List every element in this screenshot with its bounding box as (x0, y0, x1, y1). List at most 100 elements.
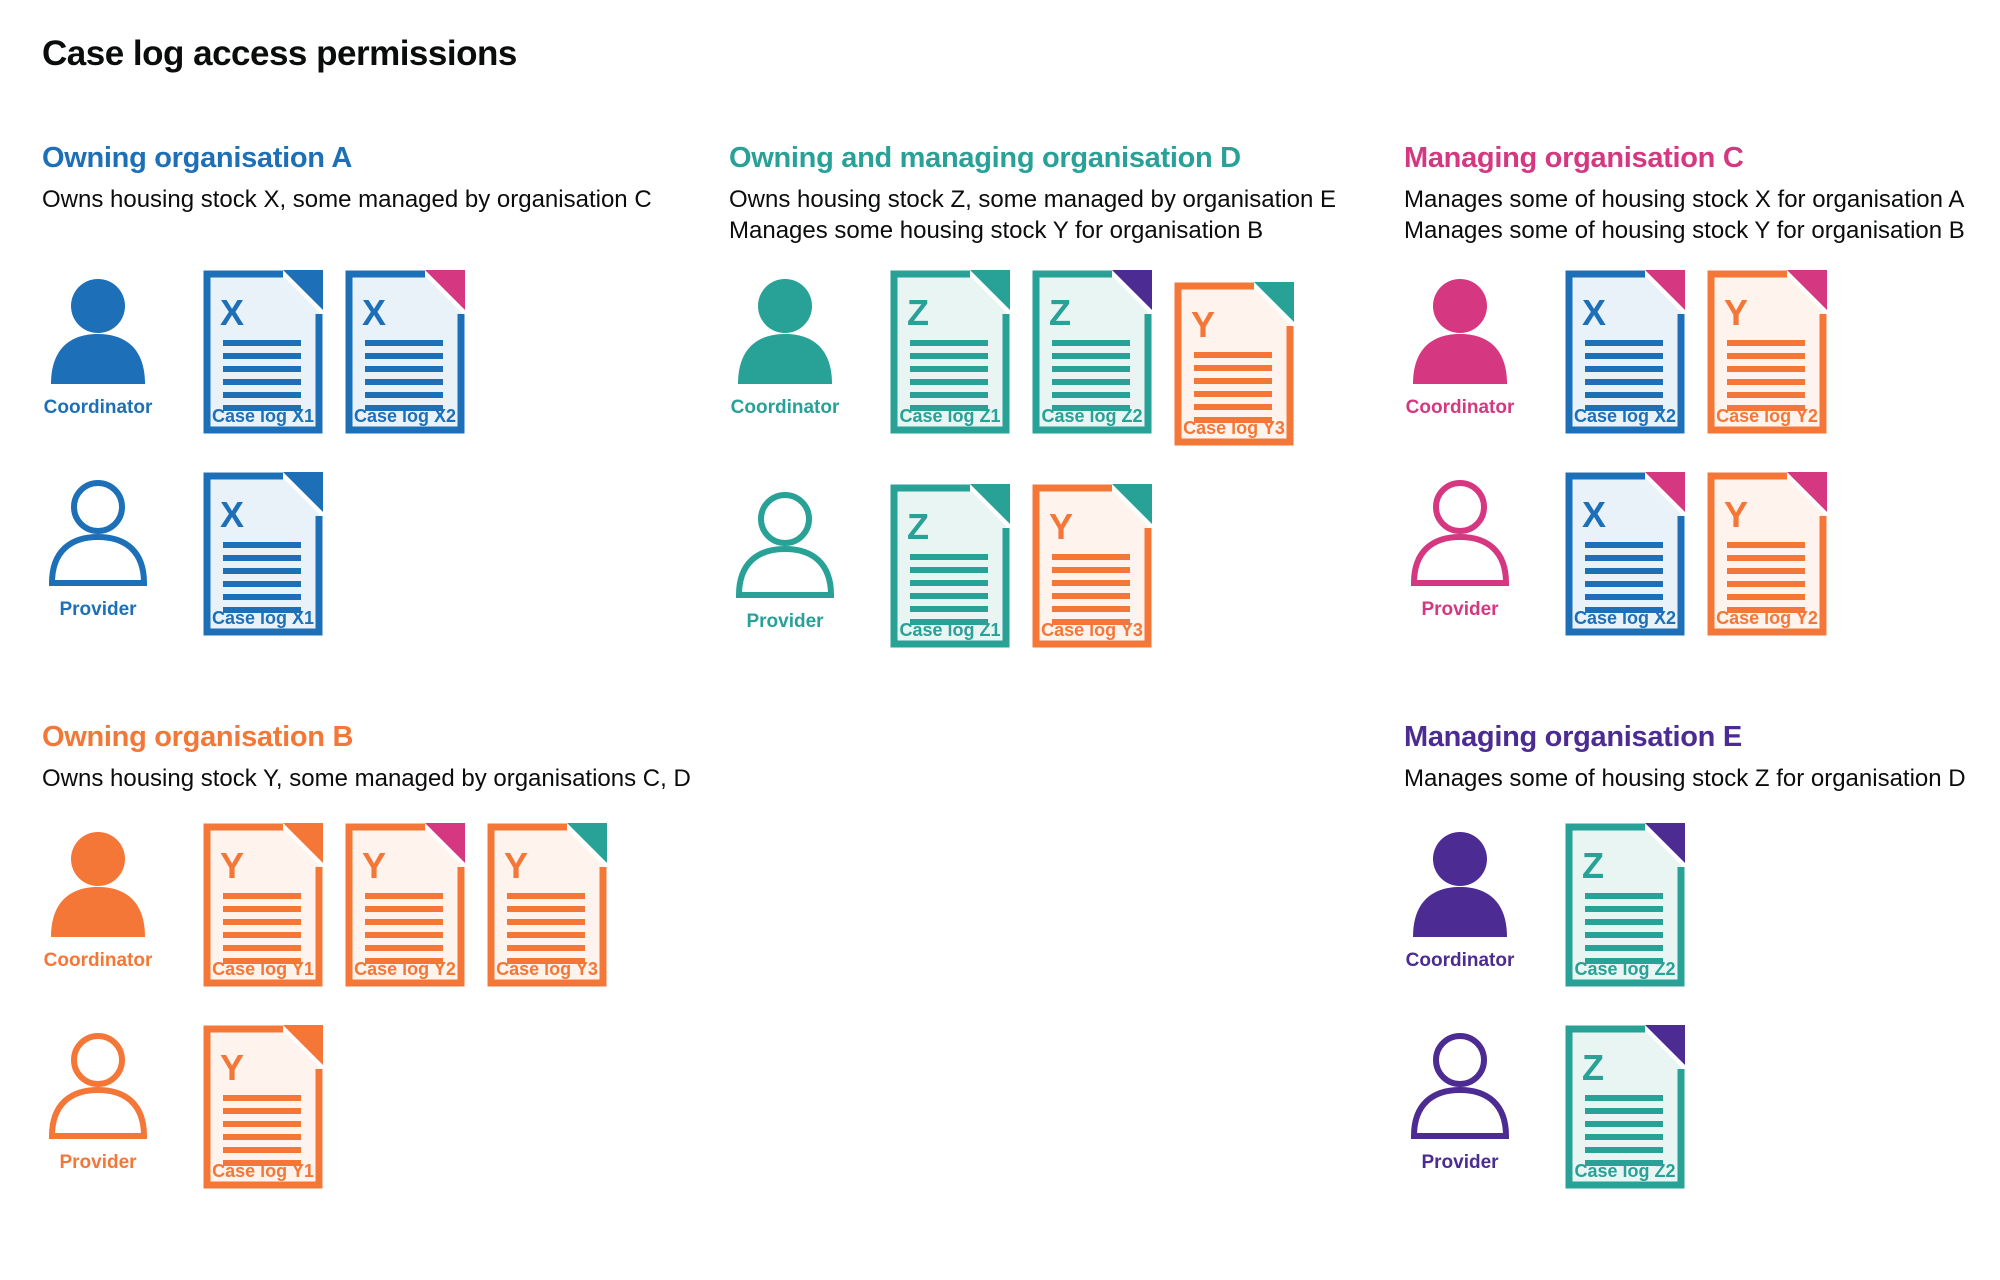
document-text-line (910, 392, 988, 398)
stock-letter: Z (1582, 845, 1604, 886)
folded-corner-icon (1645, 270, 1685, 310)
person-filled-icon (1413, 279, 1507, 384)
document-text-line (1194, 404, 1272, 410)
document-text-line (223, 607, 301, 613)
case-log-documents: Z Case log Z1 Y Case log Y3 (890, 484, 1152, 648)
permission-rows: Coordinator Z Case log Z2 Provider Z Case log… (1404, 823, 1998, 1189)
document-border (1565, 472, 1685, 636)
managing-organisation-e: Managing organisation E Manages some of h… (1404, 719, 1998, 1189)
stock-letter: Z (1582, 1047, 1604, 1088)
document-text-line (507, 932, 585, 938)
managing-organisation-c: Managing organisation C Manages some of h… (1404, 140, 1998, 636)
coordinator-label: Coordinator (43, 397, 153, 418)
document-page (349, 274, 461, 430)
owning-organisation-a: Owning organisation A Owns housing stock … (42, 140, 722, 636)
case-log-documents: Z Case log Z2 (1565, 1025, 1685, 1189)
document-text-line (1727, 353, 1805, 359)
coordinator-label: Coordinator (1405, 397, 1515, 418)
document-text-line (1052, 340, 1130, 346)
document-border (1174, 282, 1294, 446)
document-text-line (365, 379, 443, 385)
document-text-line (223, 1147, 301, 1153)
case-log-case-log-y2: Y Case log Y2 (1707, 270, 1827, 434)
document-text-line (365, 405, 443, 411)
document-page (491, 827, 603, 983)
document-border (1032, 270, 1152, 434)
stock-letter: Z (907, 292, 929, 333)
provider-label: Provider (1421, 1152, 1499, 1173)
document-border (203, 270, 323, 434)
document-text-line (910, 405, 988, 411)
section-descriptions: Manages some of housing stock X for orga… (1404, 184, 1998, 270)
case-log-document-icon: Z Case log Z2 (1565, 823, 1685, 987)
stock-letter: X (362, 292, 386, 333)
stock-letter: Y (220, 1047, 244, 1088)
document-text-line (223, 958, 301, 964)
stock-letter: Y (1724, 494, 1748, 535)
document-text-line (910, 366, 988, 372)
provider-row: Provider X Case log X1 (42, 472, 722, 636)
document-text-line (1585, 392, 1663, 398)
document-text-line (1585, 1147, 1663, 1153)
document-text-line (1727, 607, 1805, 613)
folded-corner-icon (970, 270, 1010, 310)
document-page (1178, 286, 1290, 442)
case-log-label: Case log X2 (1574, 608, 1676, 628)
document-text-line (910, 567, 988, 573)
document-text-line (1727, 366, 1805, 372)
case-log-document-icon: X Case log X2 (345, 270, 465, 434)
case-log-label: Case log Y3 (1183, 418, 1285, 438)
document-text-line (1727, 405, 1805, 411)
document-text-line (1585, 555, 1663, 561)
folded-corner-icon (283, 472, 323, 512)
document-text-line (1585, 340, 1663, 346)
case-log-label: Case log Y2 (1716, 406, 1818, 426)
case-log-label: Case log X2 (1574, 406, 1676, 426)
case-log-document-icon: Y Case log Y2 (345, 823, 465, 987)
document-text-line (910, 580, 988, 586)
case-log-document-icon: Y Case log Y1 (203, 1025, 323, 1189)
document-text-line (1727, 542, 1805, 548)
section-descriptions: Owns housing stock X, some managed by or… (42, 184, 722, 270)
case-log-case-log-z2: Z Case log Z2 (1565, 1025, 1685, 1189)
permission-rows: Coordinator Z Case log Z1 Z Case log Z2 Y Case… (729, 270, 1399, 648)
provider-row: Provider Y Case log Y1 (42, 1025, 722, 1189)
case-log-document-icon: Y Case log Y1 (203, 823, 323, 987)
document-text-line (223, 568, 301, 574)
document-text-line (223, 555, 301, 561)
folded-corner-icon (425, 823, 465, 863)
stock-letter: X (1582, 494, 1606, 535)
case-log-case-log-y2: Y Case log Y2 (1707, 472, 1827, 636)
stock-letter: Y (504, 845, 528, 886)
case-log-case-log-y1: Y Case log Y1 (203, 1025, 323, 1189)
document-text-line (1585, 906, 1663, 912)
document-text-line (1727, 594, 1805, 600)
document-text-line (1052, 353, 1130, 359)
coordinator: Coordinator (729, 270, 841, 419)
stock-letter: X (220, 292, 244, 333)
document-text-line (223, 581, 301, 587)
document-border (1707, 472, 1827, 636)
document-text-line (1585, 568, 1663, 574)
case-log-case-log-y3: Y Case log Y3 (487, 823, 607, 987)
document-border (1032, 484, 1152, 648)
section-description: Manages some housing stock Y for organis… (729, 217, 1264, 244)
person-filled-icon (51, 279, 145, 384)
coordinator-label: Coordinator (1405, 950, 1515, 971)
document-text-line (910, 619, 988, 625)
document-border (1565, 823, 1685, 987)
document-page (1569, 274, 1681, 430)
coordinator-label: Coordinator (730, 397, 840, 418)
case-log-case-log-x2: X Case log X2 (1565, 472, 1685, 636)
document-page (1569, 827, 1681, 983)
case-log-label: Case log X1 (212, 608, 314, 628)
case-log-label: Case log Z2 (1574, 1161, 1675, 1181)
stock-letter: Y (220, 845, 244, 886)
document-text-line (910, 353, 988, 359)
document-text-line (1727, 555, 1805, 561)
document-text-line (1194, 365, 1272, 371)
coordinator: Coordinator (42, 823, 154, 972)
document-text-line (910, 340, 988, 346)
document-text-line (223, 945, 301, 951)
document-text-line (1194, 378, 1272, 384)
